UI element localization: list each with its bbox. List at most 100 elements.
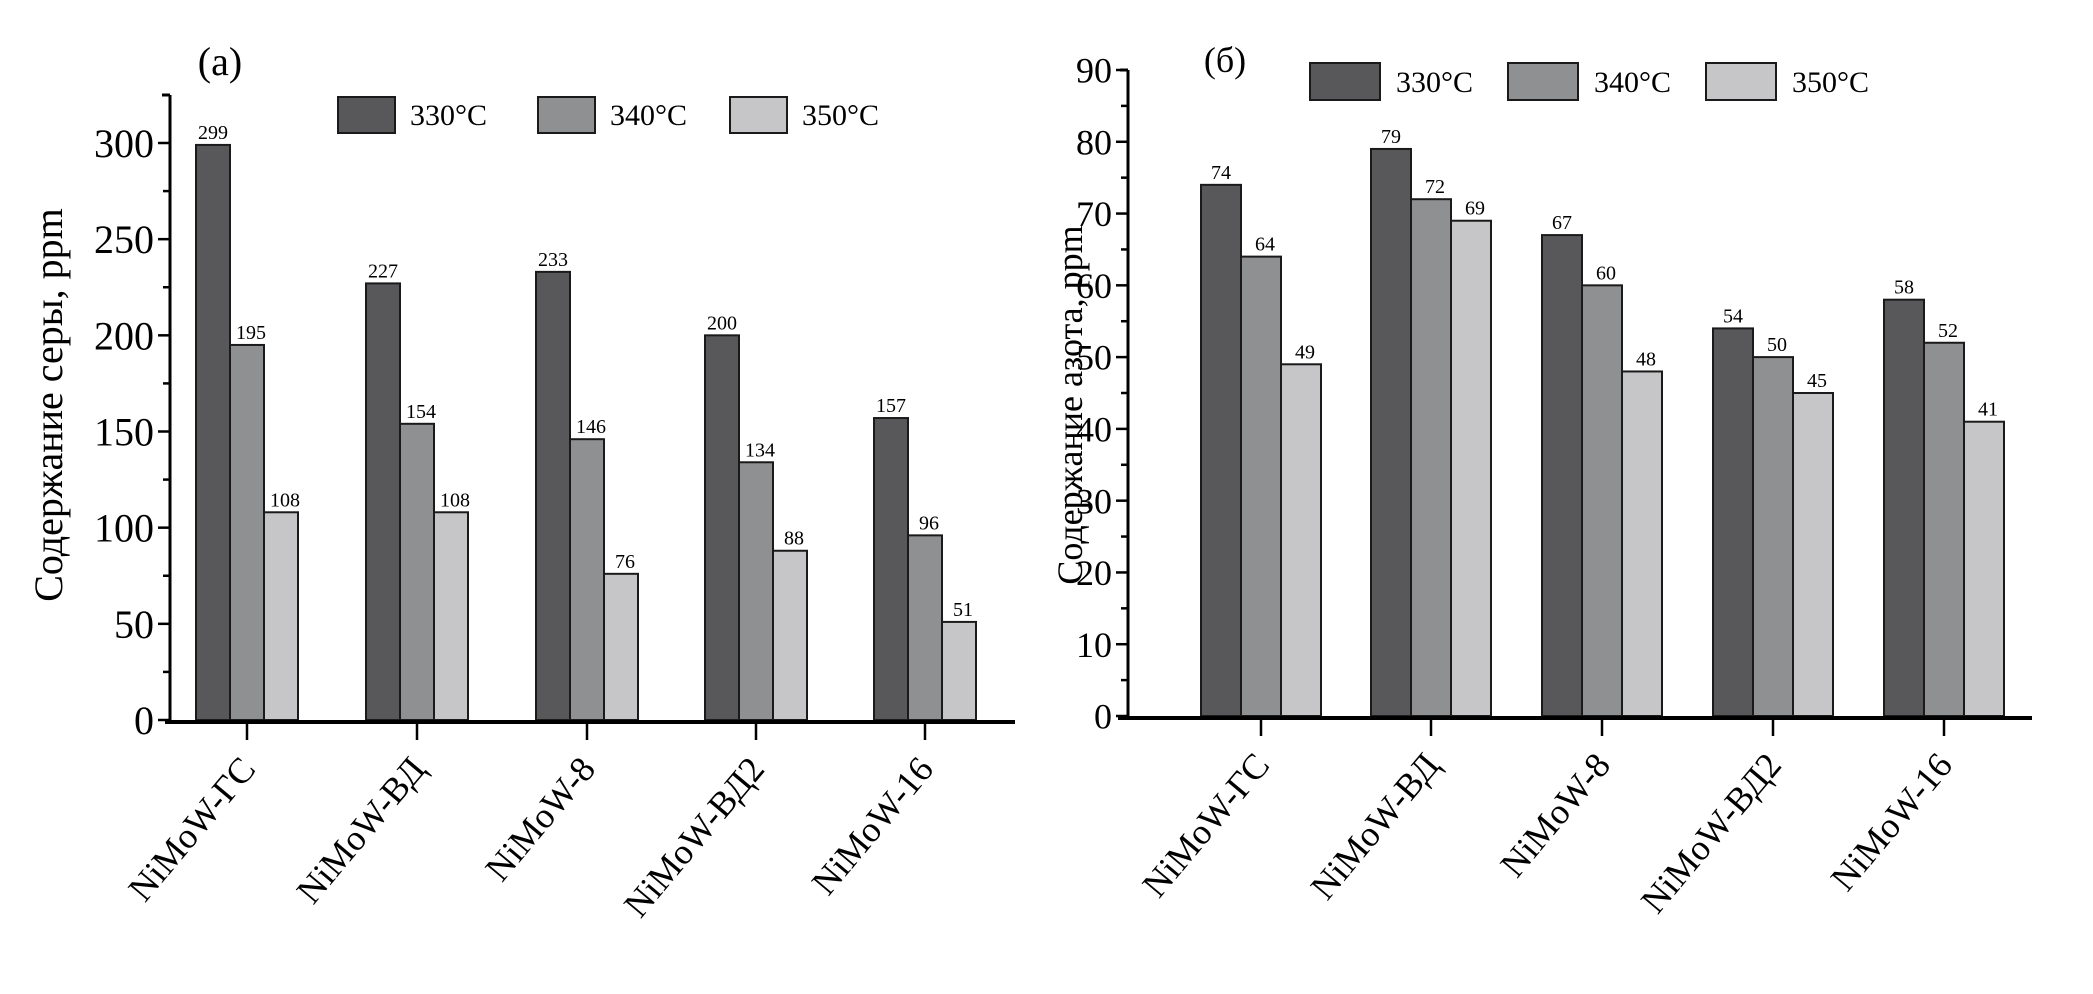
data-label: 227 [368, 260, 398, 282]
data-label: 48 [1636, 348, 1656, 370]
legend-swatch [1705, 62, 1777, 101]
data-label: 45 [1807, 370, 1827, 392]
y-tick-label: 0 [1094, 697, 1112, 737]
y-tick-label: 50 [1076, 338, 1112, 378]
data-label: 60 [1596, 262, 1616, 284]
bar-330c-1 [1370, 147, 1412, 717]
legend-swatch [729, 96, 788, 134]
data-label: 108 [270, 489, 300, 511]
legend-label: 340°C [1594, 66, 1671, 99]
y-tick-label: 100 [94, 506, 154, 551]
data-label: 146 [576, 416, 606, 438]
y-tick-label: 10 [1076, 625, 1112, 665]
data-label: 233 [538, 249, 568, 271]
y-tick-label: 0 [134, 698, 154, 743]
bar-330c-3 [1712, 327, 1754, 717]
bar-330c-1 [365, 282, 401, 721]
legend-label: 330°C [410, 99, 487, 132]
y-tick-label: 50 [114, 602, 154, 647]
y-tick-label: 200 [94, 313, 154, 358]
data-label: 108 [440, 489, 470, 511]
panel-label: (б) [1204, 40, 1246, 80]
bar-350c-2 [1621, 370, 1663, 717]
bar-350c-0 [263, 511, 299, 722]
bar-340c-2 [1581, 284, 1623, 717]
data-label: 154 [406, 401, 436, 423]
legend: 330°C 340°C 350°C [337, 96, 879, 134]
x-category-label: NiMoW-8 [477, 749, 603, 888]
bar-350c-1 [1450, 219, 1492, 717]
bar-330c-2 [1541, 234, 1583, 717]
legend-swatch [537, 96, 596, 134]
data-label: 88 [784, 528, 804, 550]
y-tick-label: 250 [94, 217, 154, 262]
data-label: 67 [1552, 212, 1572, 234]
data-label: 50 [1767, 334, 1787, 356]
bar-330c-4 [873, 417, 909, 721]
x-category-label: NiMoW-ВД [289, 749, 434, 910]
y-tick-label: 300 [94, 121, 154, 166]
bar-350c-4 [1963, 420, 2005, 717]
data-label: 195 [236, 322, 266, 344]
bar-330c-4 [1883, 298, 1925, 717]
legend-swatch [1507, 62, 1579, 101]
x-category-label: NiMoW-16 [804, 749, 941, 902]
bar-340c-2 [569, 438, 605, 721]
x-category-label: NiMoW-16 [1823, 745, 1960, 898]
x-category-label: NiMoW-ВД2 [1633, 745, 1789, 920]
legend-label: 350°C [1792, 66, 1869, 99]
x-category-label: NiMoW-ВД [1303, 745, 1448, 906]
y-tick-label: 30 [1076, 481, 1112, 521]
bar-350c-4 [941, 620, 977, 721]
panel-label: (a) [198, 39, 242, 84]
data-label: 74 [1211, 162, 1231, 184]
data-label: 299 [198, 122, 228, 144]
legend-label: 330°C [1396, 66, 1473, 99]
bar-330c-0 [1200, 183, 1242, 718]
legend-label: 350°C [802, 99, 879, 132]
data-label: 96 [919, 512, 939, 534]
data-label: 41 [1978, 399, 1998, 421]
legend-swatch [1309, 62, 1381, 101]
bar-340c-4 [1923, 341, 1965, 717]
data-label: 79 [1381, 126, 1401, 148]
chart-panel-nitrogen: (б) 74 79 67 54 58 64 72 60 50 52 49 69 48 45 41 0 10 20 30… [1050, 40, 2032, 921]
y-tick-label: 90 [1076, 51, 1112, 91]
y-axis-title: Содержание серы, ppm [26, 208, 71, 602]
chart-panel-sulfur: (a) 299 227 233 200 157 195 154 146 134 96 108 108 76… [26, 39, 1015, 925]
bar-340c-1 [399, 422, 435, 721]
data-label: 200 [707, 312, 737, 334]
legend-swatch [337, 96, 396, 134]
y-tick-label: 20 [1076, 553, 1112, 593]
data-label: 52 [1938, 320, 1958, 342]
bar-330c-3 [704, 334, 740, 721]
data-label: 157 [876, 395, 906, 417]
bar-330c-2 [535, 270, 571, 721]
data-label: 54 [1723, 305, 1743, 327]
bar-340c-4 [907, 534, 943, 721]
x-category-label: NiMoW-ГС [120, 749, 263, 908]
data-label: 64 [1255, 234, 1275, 256]
bar-340c-0 [1240, 255, 1282, 717]
data-label: 72 [1425, 176, 1445, 198]
bar-340c-1 [1410, 198, 1452, 717]
data-label: 51 [953, 599, 973, 621]
bar-340c-0 [229, 343, 265, 721]
legend-label: 340°C [610, 99, 687, 132]
x-category-label: NiMoW-ГС [1134, 745, 1277, 904]
bar-350c-0 [1280, 363, 1322, 717]
bar-330c-0 [195, 143, 231, 721]
y-tick-label: 150 [94, 410, 154, 455]
bar-350c-2 [603, 572, 639, 721]
data-label: 76 [615, 551, 635, 573]
data-label: 58 [1894, 277, 1914, 299]
y-axis-title: Содержание азота, ppm [1050, 225, 1090, 584]
y-tick-label: 80 [1076, 122, 1112, 162]
data-label: 69 [1465, 198, 1485, 220]
bar-350c-1 [433, 511, 469, 722]
y-tick-label: 40 [1076, 409, 1112, 449]
bar-340c-3 [1752, 356, 1794, 717]
data-label: 134 [745, 439, 775, 461]
bar-350c-3 [772, 549, 808, 721]
